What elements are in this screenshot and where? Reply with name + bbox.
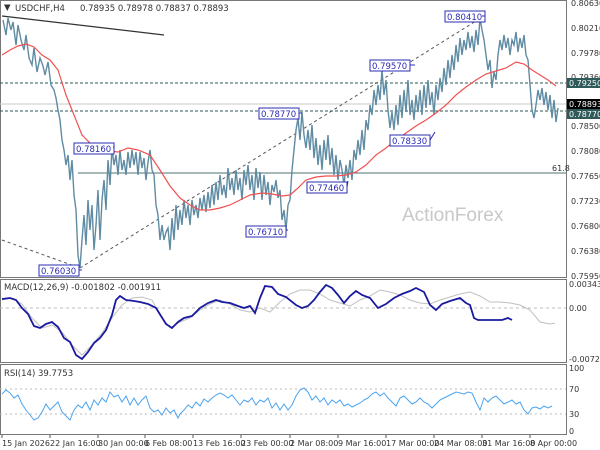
macd-title: MACD(12,26,9) -0.001802 -0.001911 xyxy=(4,283,161,293)
time-tick: 2 Mar 08:00 xyxy=(290,439,338,448)
time-tick: 30 Jan 00:00 xyxy=(98,439,149,448)
time-tick: 13 Feb 16:00 xyxy=(193,439,245,448)
time-tick: 24 Mar 08:00 xyxy=(434,439,487,448)
time-tick: 9 Mar 16:00 xyxy=(338,439,386,448)
symbol-label: USDCHF,H4 xyxy=(15,4,65,14)
rsi-axis: 100 70 30 0 xyxy=(569,364,584,436)
current-price-tag xyxy=(567,99,600,109)
price-tag-79250 xyxy=(567,78,600,88)
rsi-tick: 100 xyxy=(569,364,584,373)
triangle-down-icon[interactable]: ▼ xyxy=(4,3,11,13)
swing-label-78160: 0.78160 xyxy=(76,145,111,155)
time-tick: 23 Feb 00:00 xyxy=(241,439,293,448)
swing-label-77460: 0.77460 xyxy=(309,184,344,194)
time-tick: 22 Jan 16:00 xyxy=(50,439,101,448)
macd-main-line[interactable] xyxy=(1,283,513,361)
time-tick: 31 Mar 16:00 xyxy=(482,439,535,448)
time-tick: 15 Jan 2026 xyxy=(2,439,50,448)
trendline-down[interactable] xyxy=(1,15,165,36)
channel-line-lower-left[interactable] xyxy=(1,239,81,269)
macd-tick: -0.007223 xyxy=(569,355,600,364)
swing-label-76030: 0.76030 xyxy=(41,267,76,277)
price-tag-78770 xyxy=(567,109,600,119)
swing-label-76710: 0.76710 xyxy=(248,228,283,238)
rsi-panel xyxy=(0,364,567,435)
macd-axis: 0.003432 0.00 -0.007223 xyxy=(569,280,600,364)
swing-label-78770: 0.78770 xyxy=(261,110,296,120)
price-tag-label: 0.79250 xyxy=(569,79,600,88)
ohlc-values: 0.78935 0.78978 0.78837 0.78893 xyxy=(80,4,229,14)
moving-average-line xyxy=(1,43,557,211)
rsi-title: RSI(14) 39.7753 xyxy=(4,369,73,379)
time-tick: 17 Mar 00:00 xyxy=(386,439,439,448)
rsi-tick: 30 xyxy=(569,410,579,419)
macd-tick: 0.00 xyxy=(569,304,587,313)
watermark: ActionForex xyxy=(402,205,504,226)
swing-label-80410: 0.80410 xyxy=(447,13,482,23)
fib-label: 61.8 xyxy=(552,164,570,173)
time-tick: 8 Apr 00:00 xyxy=(530,439,577,448)
swing-annotations: 0.80410 0.79570 0.78770 0.78330 0.78160 … xyxy=(38,10,486,277)
swing-label-79570: 0.79570 xyxy=(372,62,407,72)
rsi-line[interactable] xyxy=(1,387,553,421)
swing-label-78330: 0.78330 xyxy=(392,137,427,147)
channel-line-rising[interactable] xyxy=(79,15,485,269)
rsi-tick: 70 xyxy=(569,385,579,394)
price-candles xyxy=(2,17,559,269)
time-tick: 6 Feb 08:00 xyxy=(145,439,192,448)
current-price-label: 0.78893 xyxy=(569,100,600,109)
time-axis: 15 Jan 2026 22 Jan 16:00 30 Jan 00:00 6 … xyxy=(1,435,577,448)
macd-tick: 0.003432 xyxy=(569,280,600,289)
price-tag-label: 0.78770 xyxy=(569,110,600,119)
rsi-tick: 0 xyxy=(569,427,574,436)
